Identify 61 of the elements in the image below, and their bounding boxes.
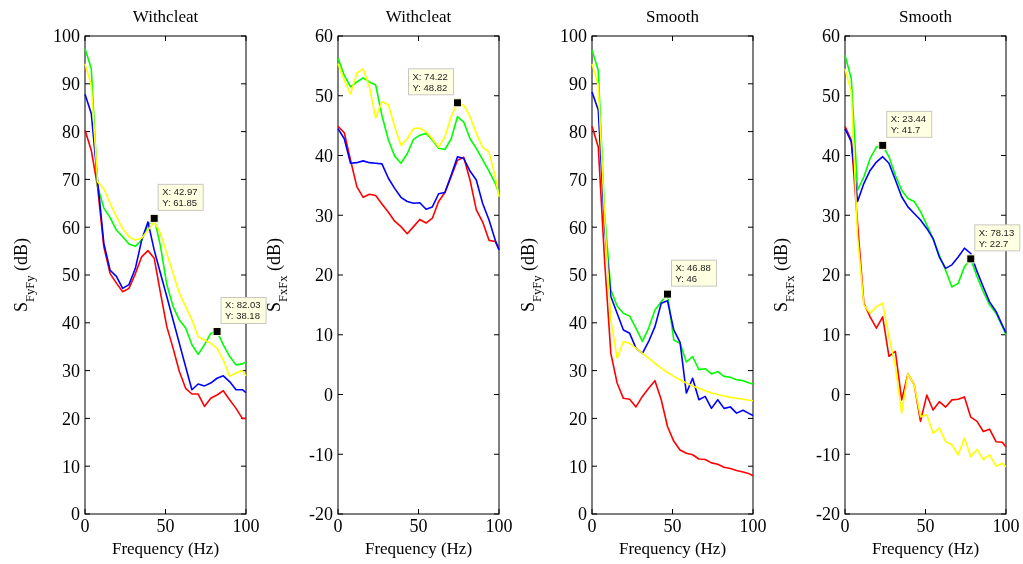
x-tick-label: 50 <box>409 516 428 536</box>
annotation: X: 74.22 Y: 48.82 <box>412 70 448 93</box>
y-tick-label: -10 <box>309 444 333 465</box>
y-tick-label: 80 <box>62 121 80 142</box>
y-tick-label: 10 <box>569 456 587 477</box>
y-tick-label: 30 <box>569 360 587 381</box>
y-tick-label: 70 <box>62 169 80 190</box>
y-tick-label: 40 <box>315 145 333 166</box>
y-tick-label: 20 <box>62 408 80 429</box>
y-tick-label: 40 <box>62 313 80 334</box>
y-tick-label: 40 <box>569 313 587 334</box>
y-tick-label: 20 <box>569 408 587 429</box>
x-tick-label: 50 <box>156 516 175 536</box>
y-tick-label: 90 <box>569 74 587 95</box>
y-tick-label: 10 <box>822 325 840 346</box>
y-tick-label: 70 <box>569 169 587 190</box>
y-tick-label: 30 <box>315 205 333 226</box>
y-tick-label: 100 <box>560 26 587 47</box>
y-tick-label: 40 <box>822 145 840 166</box>
y-tick-label: 90 <box>62 74 80 95</box>
y-tick-label: 60 <box>315 26 333 47</box>
y-tick-label: 50 <box>569 265 587 286</box>
y-tick-label: 20 <box>822 265 840 286</box>
chart-title: Smooth <box>646 7 700 26</box>
x-tick-label: 50 <box>663 516 682 536</box>
annotation: X: 23.44 Y: 41.7 <box>890 113 927 136</box>
x-axis-title: Frequency (Hz) <box>111 539 220 558</box>
y-tick-label: 0 <box>831 384 840 405</box>
y-tick-label: -10 <box>816 444 840 465</box>
x-axis-title: Frequency (Hz) <box>364 539 473 558</box>
y-tick-label: 20 <box>315 265 333 286</box>
y-tick-label: 50 <box>315 86 333 107</box>
y-tick-label: 80 <box>569 121 587 142</box>
y-tick-label: 10 <box>62 456 80 477</box>
chart-title: Withcleat <box>132 7 199 26</box>
x-axis-title: Frequency (Hz) <box>871 539 980 558</box>
y-tick-label: -20 <box>309 504 333 525</box>
x-tick-label: 100 <box>739 516 767 536</box>
x-axis-title: Frequency (Hz) <box>618 539 727 558</box>
y-tick-label: 60 <box>822 26 840 47</box>
x-tick-label: 50 <box>916 516 935 536</box>
y-tick-label: -20 <box>816 504 840 525</box>
y-tick-label: 0 <box>324 384 333 405</box>
y-tick-label: 30 <box>62 360 80 381</box>
y-tick-label: 30 <box>822 205 840 226</box>
y-tick-label: 100 <box>53 26 80 47</box>
y-tick-label: 10 <box>315 325 333 346</box>
chart-title: Withcleat <box>385 7 452 26</box>
y-tick-label: 50 <box>822 86 840 107</box>
y-tick-label: 60 <box>569 217 587 238</box>
annotation: X: 46.88 Y: 46 <box>675 262 711 285</box>
x-tick-label: 100 <box>992 516 1020 536</box>
annotation: X: 78.13 Y: 22.7 <box>978 226 1015 249</box>
annotation: X: 42.97 Y: 61.85 <box>162 186 198 209</box>
y-tick-label: 60 <box>62 217 80 238</box>
y-tick-label: 50 <box>62 265 80 286</box>
annotation: X: 82.03 Y: 38.18 <box>225 299 261 322</box>
x-tick-label: 100 <box>485 516 513 536</box>
chart-title: Smooth <box>899 7 953 26</box>
line-series <box>591 125 754 477</box>
x-tick-label: 100 <box>232 516 260 536</box>
